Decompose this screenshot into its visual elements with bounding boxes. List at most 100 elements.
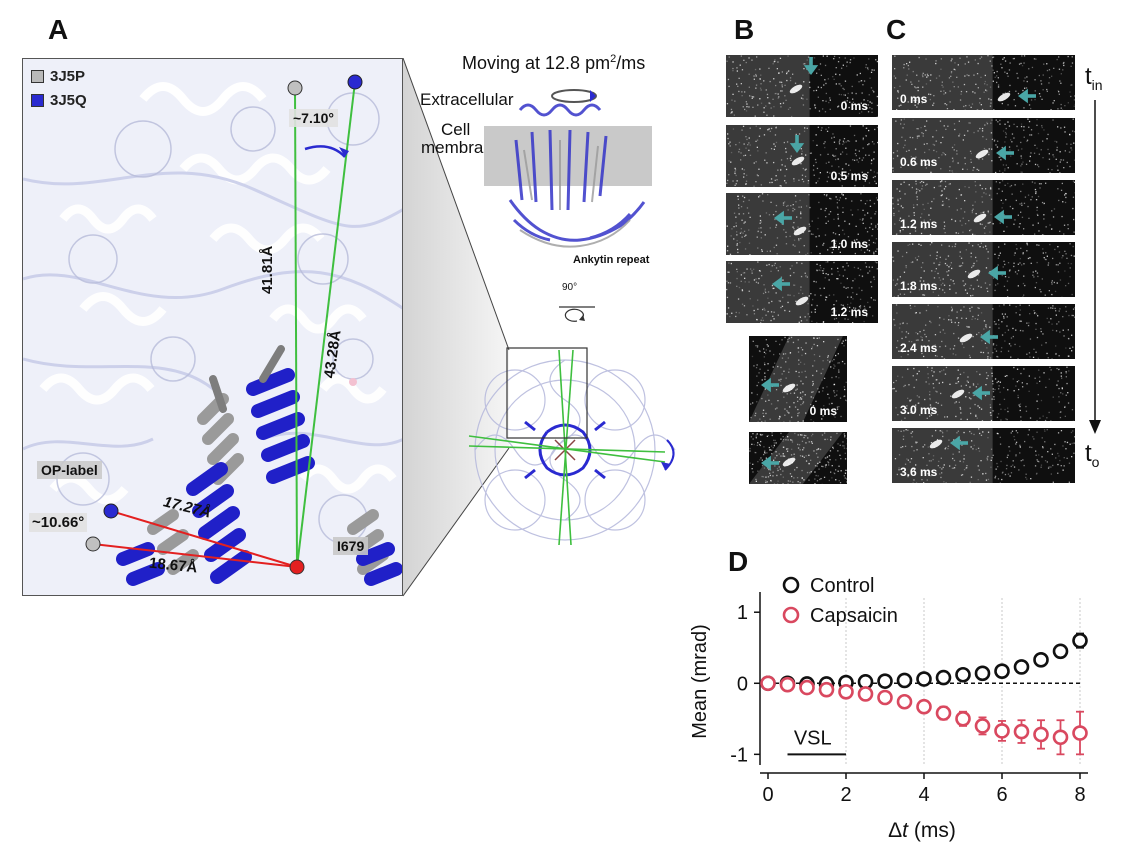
- data-point: [896, 693, 913, 710]
- microscopy-frame: 3.6 ms: [892, 428, 1075, 483]
- x-tick-label: 6: [996, 784, 1007, 806]
- side-view-structure: [484, 89, 652, 248]
- data-point: [994, 723, 1010, 739]
- frame-time-label: 1.8 ms: [900, 279, 938, 293]
- data-point: [955, 666, 971, 683]
- rotation-label: 90°: [562, 282, 578, 293]
- frame-image: [749, 336, 847, 422]
- t-in-var: t: [1085, 63, 1092, 90]
- legend-label: Capsaicin: [810, 605, 898, 627]
- y-tick-label: 1: [737, 602, 748, 624]
- data-point: [1033, 726, 1049, 743]
- frame-image: [749, 432, 847, 484]
- moving-speed-prefix: Moving at 12.8 pm: [462, 53, 611, 73]
- x-axis-label: Δt (ms): [888, 819, 956, 842]
- frame-time-label: 1.2 ms: [900, 217, 938, 231]
- microscopy-frame: 0 ms: [749, 336, 847, 422]
- microscopy-frame: 1.2 ms: [726, 261, 878, 323]
- data-point: [1033, 652, 1049, 668]
- frame-image: [726, 55, 878, 117]
- data-point: [799, 679, 815, 696]
- legend-swatch-blue: [31, 94, 44, 107]
- x-tick-label: 0: [762, 784, 773, 806]
- structure-zoom-panel: 3J5P 3J5Q ~7.10° 41.81Å 43.28Å OP-label …: [22, 58, 403, 596]
- panel-d-letter: D: [728, 546, 749, 577]
- legend-swatch-gray: [31, 70, 44, 83]
- data-point: [1013, 659, 1030, 675]
- tracking-arrow-icon: [789, 135, 805, 153]
- frame-image: [726, 125, 878, 187]
- frame-image: [892, 180, 1075, 235]
- microscopy-frame: 3.0 ms: [892, 366, 1075, 421]
- legend-item-3j5p: 3J5P: [31, 68, 85, 85]
- data-point: [1072, 725, 1088, 741]
- zoom-cone: [403, 58, 510, 597]
- panel-b-letter: B: [734, 14, 755, 45]
- tracking-arrow-icon: [1018, 88, 1036, 104]
- legend-marker: [782, 606, 800, 624]
- frame-time-label: 2.4 ms: [900, 341, 938, 355]
- microscopy-frame: 1.0 ms: [726, 193, 878, 255]
- data-point: [779, 676, 796, 693]
- x-tick-label: 8: [1074, 784, 1085, 806]
- legend-label: 3J5P: [50, 68, 86, 85]
- frame-time-label: 1.0 ms: [830, 237, 868, 251]
- tracking-arrow-icon: [803, 57, 819, 75]
- membrane-label: membrane: [421, 138, 503, 157]
- frame-image: [726, 193, 878, 255]
- legend-marker: [782, 576, 800, 594]
- frame-image: [892, 242, 1075, 297]
- data-point: [760, 675, 776, 692]
- data-point: [1013, 723, 1030, 740]
- time-arrow-icon: [1089, 100, 1101, 434]
- panel-a-letter: A: [48, 14, 69, 45]
- y-tick-label: -1: [730, 744, 748, 766]
- frame-image: [892, 304, 1075, 359]
- series-capsaicin: [760, 675, 1088, 756]
- panel-c-letter: C: [886, 14, 907, 45]
- tracking-arrow-icon: [761, 377, 779, 393]
- frame-image: [892, 366, 1074, 421]
- x-tick-label: 2: [840, 784, 851, 806]
- moving-speed-sup: 2: [610, 53, 617, 65]
- tracking-arrow-icon: [774, 210, 792, 226]
- rotate-icon: [559, 306, 595, 322]
- legend-item-3j5q: 3J5Q: [31, 92, 87, 109]
- moving-speed-label: Moving at 12.8 pm2/ms: [462, 53, 645, 74]
- data-point: [974, 665, 991, 682]
- tracking-arrow-icon: [972, 385, 990, 401]
- microscopy-frame: 1.8 ms: [892, 242, 1075, 297]
- frame-time-label: 1.2 ms: [830, 305, 868, 319]
- data-point: [974, 718, 991, 734]
- frame-time-label: 0 ms: [900, 92, 928, 106]
- data-point: [838, 684, 854, 700]
- data-point: [955, 711, 971, 727]
- t-in-label: tin: [1085, 63, 1103, 93]
- top-view-structure: [468, 347, 676, 546]
- data-point: [935, 705, 952, 721]
- microscopy-frame: 2.4 ms: [892, 304, 1075, 359]
- data-point: [857, 686, 874, 702]
- microscopy-frame: 0.5 ms: [726, 125, 878, 187]
- cell-label: Cell: [441, 120, 471, 139]
- data-point: [1052, 643, 1069, 660]
- legend-label: 3J5Q: [50, 92, 87, 109]
- legend-label: Control: [810, 575, 874, 597]
- data-point: [877, 689, 893, 706]
- frame-time-label: 0.6 ms: [900, 155, 938, 169]
- frame-time-label: 0 ms: [809, 404, 837, 418]
- microscopy-frame: 0 ms: [892, 55, 1075, 110]
- residue-label: I679: [333, 537, 369, 555]
- t-in-sub: in: [1091, 76, 1103, 93]
- y-axis-label: Mean (mrad): [689, 624, 711, 738]
- mean-angle-chart: 1 0 -1 0 2 4 6 8 VSL Control Capsaicin Mean (mrad…: [689, 575, 1088, 842]
- t-out-sub: o: [1091, 453, 1100, 470]
- moving-speed-suffix: /ms: [616, 53, 646, 73]
- frame-time-label: 3.0 ms: [900, 403, 938, 417]
- data-point: [916, 698, 932, 715]
- tracking-arrow-icon: [761, 455, 779, 471]
- microscopy-frame: 0.6 ms: [892, 118, 1075, 173]
- data-point: [818, 681, 835, 698]
- t-out-label: to: [1085, 440, 1099, 470]
- t-out-var: t: [1085, 440, 1092, 467]
